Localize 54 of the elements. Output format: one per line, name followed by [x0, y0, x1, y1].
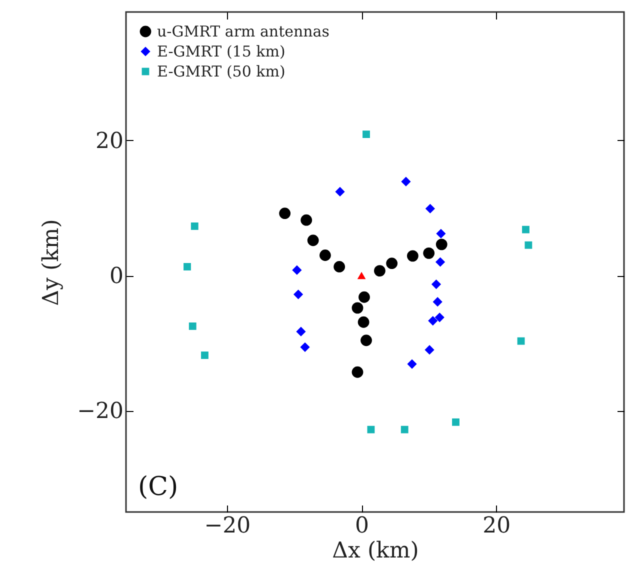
point	[522, 226, 530, 234]
point	[407, 359, 417, 369]
point	[431, 279, 442, 290]
point	[307, 234, 319, 246]
point	[425, 204, 435, 214]
annotation: (C)	[138, 472, 178, 502]
point	[188, 322, 196, 330]
point	[184, 263, 191, 270]
point	[190, 222, 198, 230]
point	[352, 366, 364, 378]
point	[524, 241, 532, 249]
y-tick-label: 20	[96, 128, 124, 154]
point	[334, 261, 346, 272]
point	[335, 186, 345, 197]
y-axis-title: Δy (km)	[39, 219, 64, 306]
point	[279, 208, 291, 220]
point	[436, 228, 446, 238]
point	[374, 265, 386, 276]
point	[296, 326, 306, 336]
point	[436, 238, 448, 250]
point	[428, 316, 438, 326]
point	[452, 418, 460, 426]
point	[293, 290, 304, 300]
point	[435, 257, 446, 267]
point	[300, 214, 312, 226]
point	[358, 316, 370, 328]
legend-label: E-GMRT (15 km)	[157, 42, 286, 60]
point	[358, 291, 370, 303]
point	[367, 426, 375, 434]
point	[400, 426, 408, 434]
x-tick-label: 20	[482, 514, 511, 538]
point	[360, 334, 372, 346]
point	[401, 176, 411, 186]
point	[201, 352, 208, 359]
x-tick-label: 0	[355, 514, 370, 538]
y-tick-label: −20	[77, 399, 124, 424]
x-axis-title: Δx (km)	[332, 538, 419, 564]
point	[434, 312, 444, 322]
point	[424, 345, 434, 355]
point	[300, 342, 310, 352]
legend-label: u-GMRT arm antennas	[157, 22, 330, 40]
point	[292, 265, 302, 275]
point	[432, 297, 442, 307]
point	[423, 248, 435, 259]
point	[357, 272, 366, 280]
y-tick-label: 0	[110, 264, 124, 290]
point	[352, 302, 364, 314]
legend-label: E-GMRT (50 km)	[157, 62, 286, 80]
point	[320, 250, 331, 261]
point	[517, 337, 525, 345]
point	[386, 258, 398, 270]
point	[406, 250, 418, 262]
x-tick-label: −20	[204, 514, 251, 538]
point	[362, 130, 370, 138]
